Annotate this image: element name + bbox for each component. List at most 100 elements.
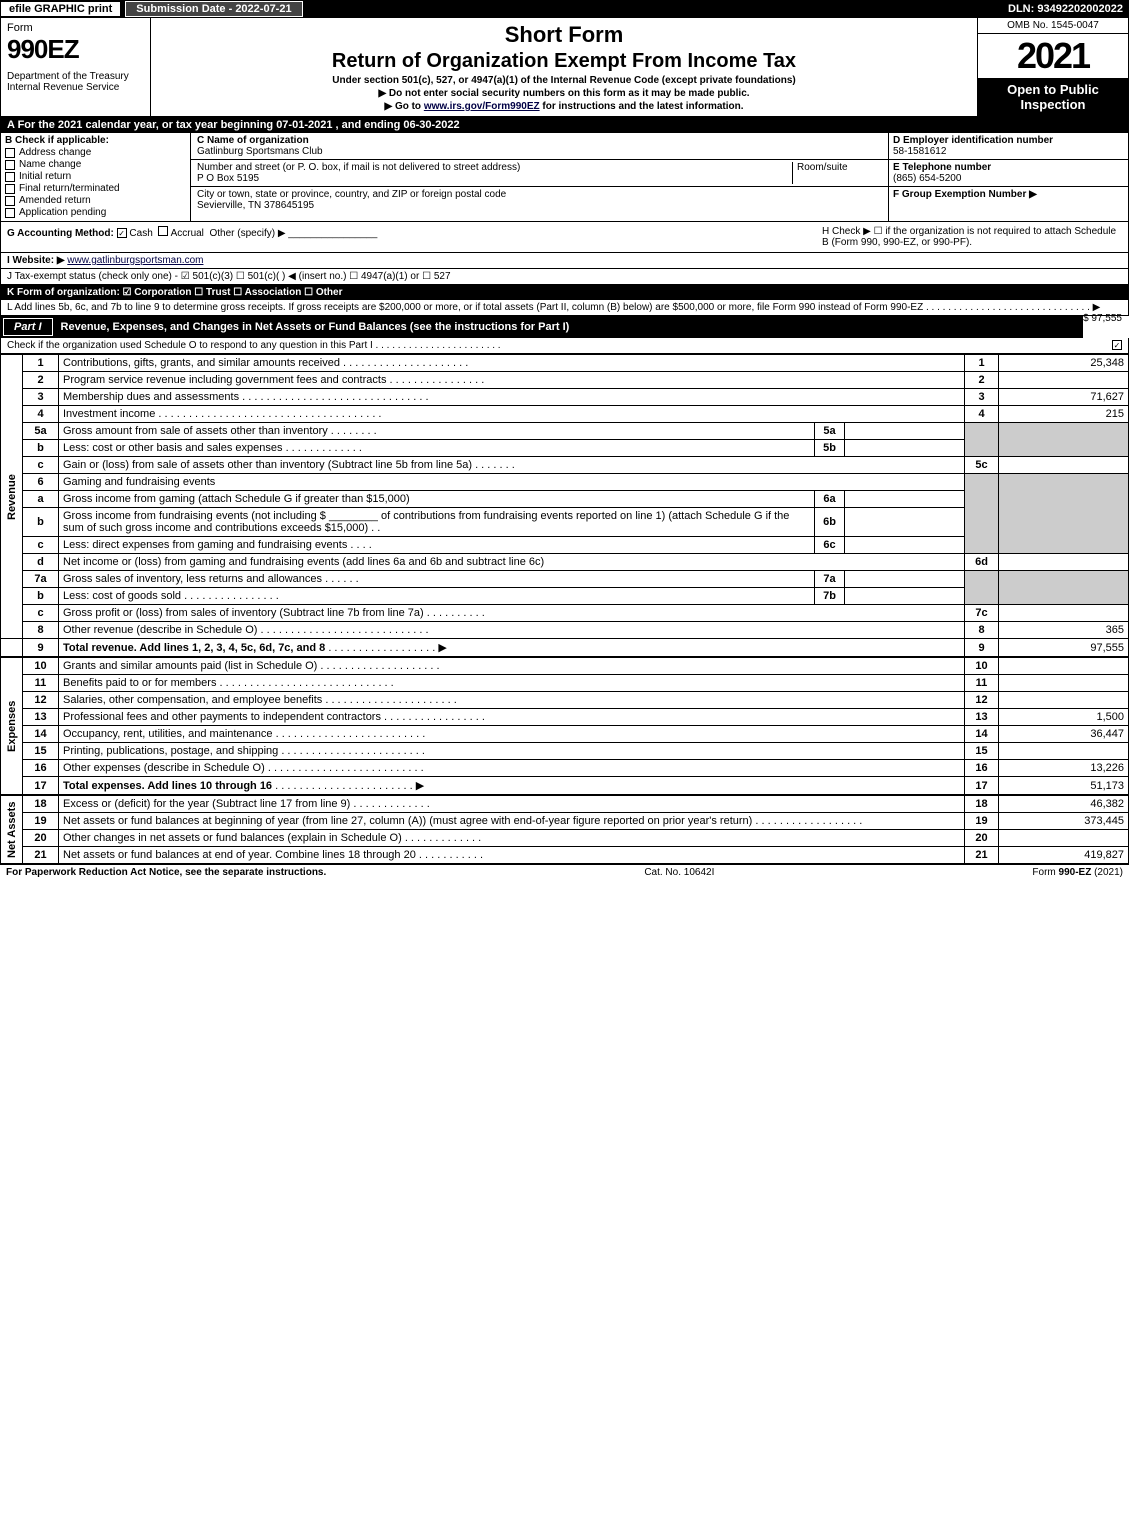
ln-12: 12 — [23, 692, 59, 709]
line-h: H Check ▶ ☐ if the organization is not r… — [822, 226, 1122, 248]
desc-21: Net assets or fund balances at end of ye… — [63, 849, 416, 861]
l-amount: $ 97,555 — [1083, 313, 1122, 324]
ln-6a: a — [23, 491, 59, 508]
expenses-side-label: Expenses — [1, 658, 23, 795]
dept: Department of the Treasury Internal Reve… — [7, 71, 144, 93]
footer: For Paperwork Reduction Act Notice, see … — [0, 864, 1129, 880]
sub-6b: 6b — [815, 508, 845, 537]
desc-6d: Net income or (loss) from gaming and fun… — [63, 556, 544, 568]
rv-12 — [999, 692, 1129, 709]
line-j: J Tax-exempt status (check only one) - ☑… — [0, 269, 1129, 285]
col-c: C Name of organization Gatlinburg Sports… — [191, 133, 888, 221]
d-label: D Employer identification number — [893, 135, 1053, 146]
rv-3: 71,627 — [999, 389, 1129, 406]
rv-9: 97,555 — [999, 639, 1129, 657]
desc-15: Printing, publications, postage, and shi… — [63, 745, 278, 757]
website-link[interactable]: www.gatlinburgsportsman.com — [67, 255, 203, 266]
rl-4: 4 — [965, 406, 999, 423]
rl-21: 21 — [965, 847, 999, 864]
rl-17: 17 — [965, 777, 999, 795]
rv-15 — [999, 743, 1129, 760]
rl-9: 9 — [965, 639, 999, 657]
b-item-3: Final return/terminated — [19, 183, 120, 194]
subv-7b — [845, 588, 965, 605]
ln-4: 4 — [23, 406, 59, 423]
rl-1: 1 — [965, 355, 999, 372]
ln-5b: b — [23, 440, 59, 457]
checkbox-final-return[interactable] — [5, 184, 15, 194]
rv-14: 36,447 — [999, 726, 1129, 743]
desc-17: Total expenses. Add lines 10 through 16 — [63, 780, 272, 792]
b-label: B Check if applicable: — [5, 135, 186, 146]
checkbox-application-pending[interactable] — [5, 208, 15, 218]
ln-18: 18 — [23, 796, 59, 813]
rv-7c — [999, 605, 1129, 622]
desc-14: Occupancy, rent, utilities, and maintena… — [63, 728, 273, 740]
checkbox-address-change[interactable] — [5, 148, 15, 158]
netassets-table: Net Assets 18 Excess or (deficit) for th… — [0, 795, 1129, 864]
shade-6v — [999, 474, 1129, 554]
rv-17: 51,173 — [999, 777, 1129, 795]
section-gh: G Accounting Method: ✓ Cash Accrual Othe… — [0, 222, 1129, 253]
b-item-2: Initial return — [19, 171, 71, 182]
checkbox-name-change[interactable] — [5, 160, 15, 170]
checkbox-amended-return[interactable] — [5, 196, 15, 206]
checkbox-cash[interactable]: ✓ — [117, 228, 127, 238]
col-b: B Check if applicable: Address change Na… — [1, 133, 191, 221]
ln-7b: b — [23, 588, 59, 605]
part1-checknote: Check if the organization used Schedule … — [0, 338, 1129, 354]
b-item-1: Name change — [19, 159, 81, 170]
checkbox-schedule-o[interactable]: ✓ — [1112, 340, 1122, 350]
checkbox-initial-return[interactable] — [5, 172, 15, 182]
ln-1: 1 — [23, 355, 59, 372]
ln-11: 11 — [23, 675, 59, 692]
topbar: efile GRAPHIC print Submission Date - 20… — [0, 0, 1129, 18]
subtitle: Under section 501(c), 527, or 4947(a)(1)… — [159, 75, 969, 86]
rl-11: 11 — [965, 675, 999, 692]
shade-5 — [965, 423, 999, 457]
ln-6d: d — [23, 554, 59, 571]
ln-5a: 5a — [23, 423, 59, 440]
footer-mid: Cat. No. 10642I — [644, 867, 714, 878]
ln-7c: c — [23, 605, 59, 622]
ln-17: 17 — [23, 777, 59, 795]
ln-16: 16 — [23, 760, 59, 777]
rl-19: 19 — [965, 813, 999, 830]
ln-3: 3 — [23, 389, 59, 406]
form-word: Form — [7, 22, 144, 34]
line-l: L Add lines 5b, 6c, and 7b to line 9 to … — [0, 300, 1129, 316]
revenue-table: Revenue 1 Contributions, gifts, grants, … — [0, 354, 1129, 657]
desc-13: Professional fees and other payments to … — [63, 711, 381, 723]
ln-8: 8 — [23, 622, 59, 639]
rv-8: 365 — [999, 622, 1129, 639]
line-k: K Form of organization: ☑ Corporation ☐ … — [0, 285, 1129, 300]
sub-6c: 6c — [815, 537, 845, 554]
checkbox-accrual[interactable] — [158, 226, 168, 236]
desc-16: Other expenses (describe in Schedule O) — [63, 762, 265, 774]
subv-7a — [845, 571, 965, 588]
irs-link[interactable]: www.irs.gov/Form990EZ — [424, 101, 540, 112]
form-number: 990EZ — [7, 34, 144, 65]
line-a: A For the 2021 calendar year, or tax yea… — [0, 117, 1129, 133]
part1-title: Revenue, Expenses, and Changes in Net As… — [55, 321, 1083, 333]
part1-header: Part I Revenue, Expenses, and Changes in… — [0, 316, 1083, 338]
rv-20 — [999, 830, 1129, 847]
ln-6b: b — [23, 508, 59, 537]
room-label: Room/suite — [797, 162, 848, 173]
ein: 58-1581612 — [893, 146, 946, 157]
header-left: Form 990EZ Department of the Treasury In… — [1, 18, 151, 116]
title-short-form: Short Form — [159, 22, 969, 48]
col-def: D Employer identification number 58-1581… — [888, 133, 1128, 221]
header-right: OMB No. 1545-0047 2021 Open to Public In… — [978, 18, 1128, 116]
sub-6a: 6a — [815, 491, 845, 508]
desc-5c: Gain or (loss) from sale of assets other… — [63, 459, 472, 471]
desc-18: Excess or (deficit) for the year (Subtra… — [63, 798, 350, 810]
line-i: I Website: ▶ www.gatlinburgsportsman.com — [0, 253, 1129, 269]
expenses-table: Expenses 10 Grants and similar amounts p… — [0, 657, 1129, 795]
ln-14: 14 — [23, 726, 59, 743]
telephone: (865) 654-5200 — [893, 173, 961, 184]
f-label: F Group Exemption Number ▶ — [893, 189, 1037, 200]
rl-6d: 6d — [965, 554, 999, 571]
rv-1: 25,348 — [999, 355, 1129, 372]
ln-20: 20 — [23, 830, 59, 847]
